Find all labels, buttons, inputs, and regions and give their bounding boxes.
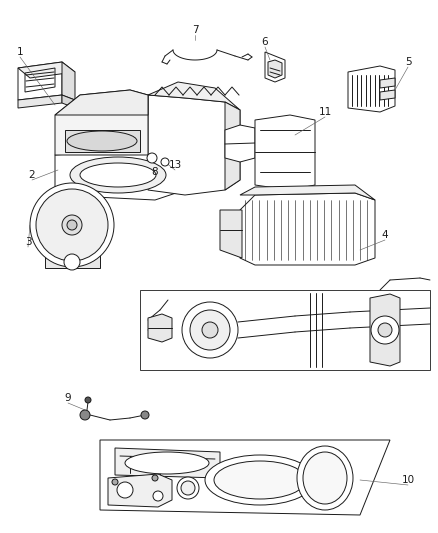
- Circle shape: [371, 316, 399, 344]
- Polygon shape: [18, 95, 62, 108]
- Circle shape: [85, 397, 91, 403]
- Polygon shape: [148, 82, 240, 110]
- Ellipse shape: [205, 455, 315, 505]
- Circle shape: [112, 479, 118, 485]
- Polygon shape: [65, 130, 140, 152]
- Ellipse shape: [303, 452, 347, 504]
- Circle shape: [30, 183, 114, 267]
- Circle shape: [202, 322, 218, 338]
- Text: 7: 7: [192, 25, 198, 35]
- Text: 2: 2: [28, 170, 35, 180]
- Circle shape: [62, 215, 82, 235]
- Text: 9: 9: [65, 393, 71, 403]
- Circle shape: [152, 475, 158, 481]
- Ellipse shape: [80, 163, 156, 187]
- Polygon shape: [55, 90, 148, 155]
- Polygon shape: [62, 62, 75, 100]
- Text: 11: 11: [318, 107, 332, 117]
- Polygon shape: [240, 185, 375, 200]
- Circle shape: [117, 482, 133, 498]
- Circle shape: [141, 411, 149, 419]
- Circle shape: [182, 302, 238, 358]
- Polygon shape: [255, 115, 315, 190]
- Text: 4: 4: [381, 230, 389, 240]
- Circle shape: [64, 254, 80, 270]
- Polygon shape: [240, 193, 375, 265]
- Polygon shape: [108, 474, 172, 507]
- Ellipse shape: [70, 157, 166, 193]
- Text: 13: 13: [168, 160, 182, 170]
- Polygon shape: [370, 294, 400, 366]
- Text: 8: 8: [152, 167, 158, 177]
- Polygon shape: [268, 60, 282, 78]
- Circle shape: [36, 189, 108, 261]
- Polygon shape: [100, 440, 390, 515]
- Polygon shape: [62, 95, 75, 108]
- Polygon shape: [148, 314, 172, 342]
- Ellipse shape: [67, 131, 137, 151]
- Ellipse shape: [125, 452, 209, 474]
- Circle shape: [177, 477, 199, 499]
- Text: 10: 10: [402, 475, 414, 485]
- Polygon shape: [265, 52, 285, 82]
- Text: 3: 3: [25, 237, 31, 247]
- Ellipse shape: [214, 461, 306, 499]
- Polygon shape: [55, 148, 185, 200]
- Text: 1: 1: [17, 47, 23, 57]
- Circle shape: [190, 310, 230, 350]
- Polygon shape: [18, 62, 62, 100]
- Bar: [140, 290, 430, 370]
- Circle shape: [67, 220, 77, 230]
- Circle shape: [378, 323, 392, 337]
- Circle shape: [153, 491, 163, 501]
- Polygon shape: [148, 95, 240, 195]
- Polygon shape: [348, 66, 395, 112]
- Ellipse shape: [297, 446, 353, 510]
- Polygon shape: [220, 210, 242, 258]
- Polygon shape: [115, 448, 220, 478]
- Circle shape: [161, 158, 169, 166]
- Polygon shape: [225, 102, 240, 190]
- Polygon shape: [380, 78, 395, 88]
- Polygon shape: [55, 90, 148, 115]
- Circle shape: [181, 481, 195, 495]
- Polygon shape: [45, 255, 100, 268]
- Text: 5: 5: [405, 57, 411, 67]
- Polygon shape: [18, 62, 75, 78]
- Polygon shape: [225, 125, 255, 162]
- Circle shape: [80, 410, 90, 420]
- Polygon shape: [380, 90, 395, 100]
- Circle shape: [147, 153, 157, 163]
- Text: 6: 6: [261, 37, 268, 47]
